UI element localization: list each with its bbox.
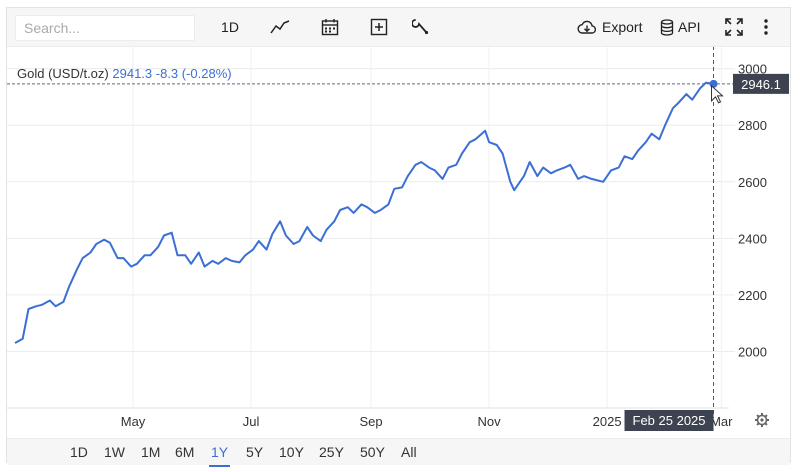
export-label: Export — [602, 19, 642, 35]
y-tick-label: 2600 — [738, 175, 767, 190]
instrument-header: Gold (USD/t.oz) 2941.3 -8.3 (-0.28%) — [17, 66, 232, 81]
x-tick-label: 2025 — [593, 414, 622, 429]
y-tick-label: 2200 — [738, 288, 767, 303]
range-button-1m[interactable]: 1M — [139, 443, 162, 465]
y-tick-label: 2800 — [738, 118, 767, 133]
settings-gear-icon[interactable] — [755, 413, 769, 427]
x-tick-label: Mar — [710, 414, 733, 429]
line-chart-icon[interactable] — [268, 14, 292, 40]
search-input[interactable] — [15, 15, 195, 41]
range-button-all[interactable]: All — [399, 443, 419, 465]
fullscreen-icon[interactable] — [723, 14, 745, 40]
price-change: -8.3 (-0.28%) — [156, 66, 232, 81]
range-button-1d[interactable]: 1D — [68, 443, 90, 465]
x-tick-label: Sep — [359, 414, 382, 429]
api-button[interactable]: API — [660, 14, 701, 40]
toolbar: 1D Export API — [7, 8, 790, 47]
x-tick-label: Jul — [243, 414, 260, 429]
crosshair-date-label: Feb 25 2025 — [633, 413, 706, 428]
api-label: API — [678, 19, 701, 35]
cloud-download-icon — [576, 19, 598, 35]
range-button-6m[interactable]: 6M — [173, 443, 196, 465]
interval-selector[interactable]: 1D — [217, 14, 243, 40]
export-button[interactable]: Export — [576, 14, 642, 40]
database-icon — [660, 19, 674, 36]
price-series-line[interactable] — [15, 83, 714, 343]
x-tick-label: May — [121, 414, 146, 429]
range-button-25y[interactable]: 25Y — [317, 443, 346, 465]
range-button-5y[interactable]: 5Y — [244, 443, 265, 465]
range-button-1y[interactable]: 1Y — [209, 443, 230, 467]
crosshair-point — [710, 80, 718, 88]
wrench-icon[interactable] — [410, 14, 432, 40]
add-icon[interactable] — [368, 14, 390, 40]
chart-widget: 200022002400260028003000MayJulSepNov2025… — [6, 7, 791, 463]
instrument-name: Gold (USD/t.oz) — [17, 66, 109, 81]
y-tick-label: 2000 — [738, 344, 767, 359]
last-price: 2941.3 — [112, 66, 152, 81]
y-tick-label: 2400 — [738, 231, 767, 246]
range-button-1w[interactable]: 1W — [102, 443, 127, 465]
more-icon[interactable] — [758, 14, 774, 40]
calendar-icon[interactable] — [319, 14, 341, 40]
range-button-10y[interactable]: 10Y — [277, 443, 306, 465]
x-tick-label: Nov — [478, 414, 502, 429]
range-button-50y[interactable]: 50Y — [358, 443, 387, 465]
crosshair-price-label: 2946.1 — [741, 77, 781, 92]
range-bar: 1D 1W 1M 6M 1Y 5Y 10Y 25Y 50Y All — [7, 438, 790, 465]
